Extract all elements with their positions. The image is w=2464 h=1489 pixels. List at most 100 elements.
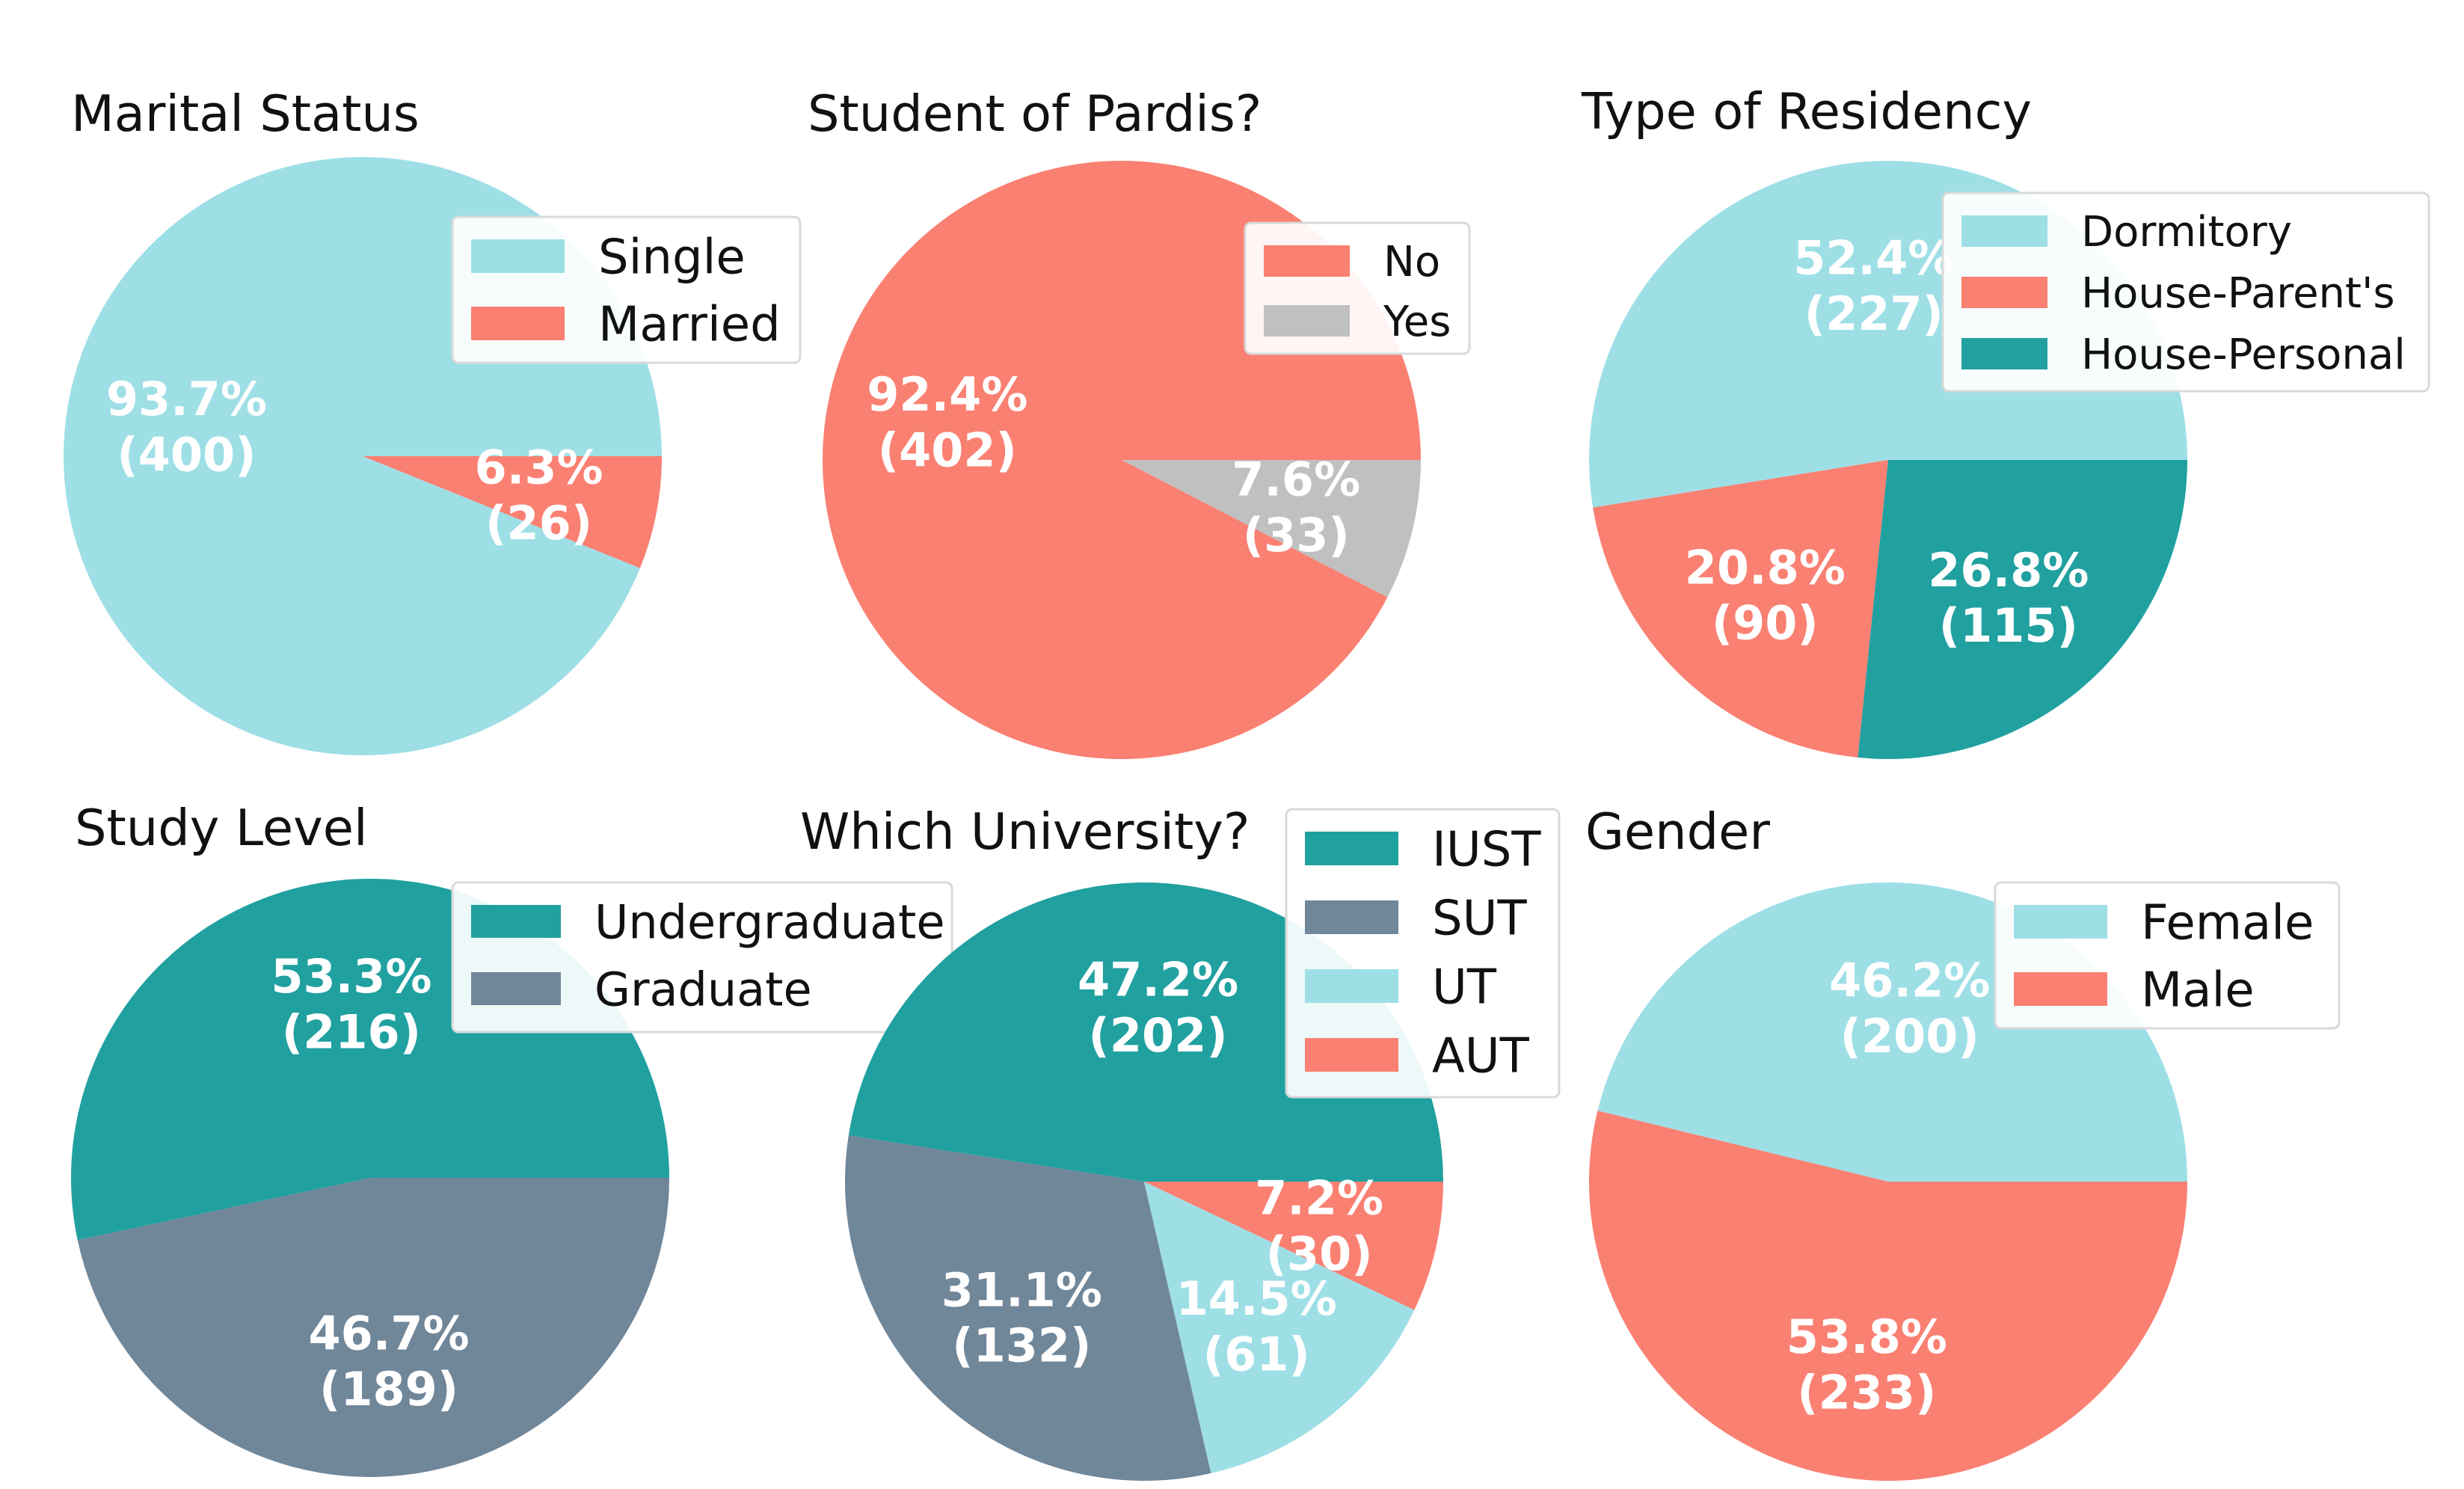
legend-swatch <box>471 972 561 1005</box>
slice-count: (61) <box>1203 1327 1310 1381</box>
chart-title: Gender <box>1585 802 1770 861</box>
slice-percent: 92.4% <box>867 367 1027 422</box>
legend-swatch <box>1961 277 2047 308</box>
pie-chart-1: Marital Status 93.7% (400) 6.3% (26) Single Ma… <box>63 85 802 756</box>
slice-count: (115) <box>1939 598 2078 653</box>
slice-count: (26) <box>485 496 592 550</box>
slice-count: (200) <box>1840 1009 1979 1063</box>
legend-label: Female <box>2141 896 2314 951</box>
slice-count: (30) <box>1266 1226 1373 1281</box>
legend-label: No <box>1383 238 1440 286</box>
legend: IUST SUT UT AUT <box>1285 808 1561 1099</box>
chart-title: Which University? <box>800 802 1250 861</box>
pie-chart-2: Student of Pardis? 92.4% (402) 7.6% (33) No Ye… <box>808 85 1471 760</box>
chart-title: Type of Residency <box>1581 82 2032 141</box>
pie-slice-male <box>1589 1111 2187 1481</box>
legend-swatch <box>1305 969 1398 1003</box>
slice-percent: 93.7% <box>106 372 267 426</box>
slice-label: 53.8% (233) <box>1786 1310 1947 1419</box>
slice-label: 93.7% (400) <box>106 372 267 482</box>
slice-label: 46.7% (189) <box>309 1306 470 1416</box>
slice-count: (132) <box>952 1318 1091 1373</box>
legend-swatch <box>1264 245 1350 277</box>
chart-title: Student of Pardis? <box>808 85 1262 143</box>
legend-swatch <box>1305 832 1398 865</box>
legend-swatch <box>471 239 565 273</box>
legend-swatch <box>1264 305 1350 337</box>
slice-label: 47.2% (202) <box>1078 952 1238 1062</box>
pie-slice-ut <box>1144 1182 1415 1473</box>
slice-percent: 20.8% <box>1685 540 1846 595</box>
slice-label: 26.8% (115) <box>1928 543 2089 653</box>
legend-label: House-Parent's <box>2081 269 2395 318</box>
legend-frame <box>1285 808 1561 1099</box>
legend-swatch <box>471 307 565 340</box>
legend-label: Married <box>598 298 781 353</box>
chart-title: Study Level <box>75 799 368 857</box>
legend-swatch <box>2014 972 2107 1006</box>
pie-slice-aut <box>1144 1182 1443 1310</box>
slice-percent: 53.3% <box>271 949 431 1004</box>
slice-label: 46.2% (200) <box>1829 953 1990 1063</box>
legend-swatch <box>1961 338 2047 369</box>
slice-count: (90) <box>1712 596 1819 651</box>
slice-percent: 47.2% <box>1078 952 1238 1007</box>
pie-slice-house-parent-s <box>1593 460 1888 758</box>
slice-percent: 14.5% <box>1176 1271 1337 1326</box>
slice-percent: 7.6% <box>1232 452 1360 506</box>
legend: Female Male <box>1994 881 2341 1030</box>
legend-label: SUT <box>1432 891 1527 947</box>
slice-label: 7.2% (30) <box>1255 1170 1383 1280</box>
slice-count: (33) <box>1243 508 1350 562</box>
chart-title: Marital Status <box>71 85 420 143</box>
legend-swatch <box>2014 905 2107 939</box>
pie-chart-6: Gender 46.2% (200) 53.8% (233) Female Male <box>1585 802 2341 1481</box>
legend-swatch <box>1961 215 2047 247</box>
pie-slice-graduate <box>77 1178 669 1477</box>
legend-label: House-Personal <box>2081 331 2406 379</box>
slice-label: 52.4% (227) <box>1793 230 1954 340</box>
slice-percent: 46.7% <box>309 1306 470 1360</box>
slice-label: 31.1% (132) <box>941 1262 1102 1372</box>
slice-count: (216) <box>282 1004 421 1059</box>
legend-label: UT <box>1432 960 1497 1016</box>
slice-label: 20.8% (90) <box>1685 540 1846 650</box>
pie-slice-yes <box>1122 460 1421 598</box>
legend: No Yes <box>1244 221 1471 355</box>
slice-percent: 7.2% <box>1255 1170 1383 1225</box>
legend-label: Graduate <box>595 962 812 1016</box>
slice-percent: 6.3% <box>475 440 603 494</box>
legend-label: Yes <box>1383 298 1451 346</box>
slice-count: (202) <box>1089 1008 1228 1063</box>
legend-frame <box>1941 191 2430 393</box>
slice-count: (400) <box>117 427 256 482</box>
legend-swatch <box>1305 1038 1398 1072</box>
legend: Single Married <box>451 215 802 364</box>
slice-percent: 31.1% <box>941 1262 1102 1317</box>
legend-swatch <box>1305 900 1398 934</box>
slice-label: 92.4% (402) <box>867 367 1027 477</box>
slice-count: (233) <box>1797 1365 1936 1419</box>
legend-label: Undergraduate <box>595 894 945 949</box>
slice-label: 6.3% (26) <box>475 440 603 550</box>
slice-label: 14.5% (61) <box>1176 1271 1337 1381</box>
pie-chart-5: Which University? 47.2% (202) 31.1% (132) 14.… <box>800 802 1561 1481</box>
legend: Undergraduate Graduate <box>451 881 953 1034</box>
legend-swatch <box>471 905 561 938</box>
legend-label: IUST <box>1432 823 1541 878</box>
legend-label: Dormitory <box>2081 208 2292 257</box>
slice-percent: 52.4% <box>1793 230 1954 285</box>
slice-count: (189) <box>319 1362 458 1416</box>
pie-slice-married <box>363 456 662 568</box>
legend-label: Single <box>598 230 746 286</box>
legend-label: AUT <box>1432 1029 1530 1084</box>
slice-percent: 46.2% <box>1829 953 1990 1007</box>
slice-percent: 26.8% <box>1928 543 2089 598</box>
slice-count: (402) <box>878 423 1017 477</box>
legend-label: Male <box>2141 963 2255 1019</box>
pie-chart-3: Type of Residency 52.4% (227) 20.8% (90) 26.8… <box>1581 82 2430 759</box>
slice-percent: 53.8% <box>1786 1310 1947 1364</box>
slice-label: 7.6% (33) <box>1232 452 1360 562</box>
pie-slice-sut <box>845 1135 1211 1481</box>
